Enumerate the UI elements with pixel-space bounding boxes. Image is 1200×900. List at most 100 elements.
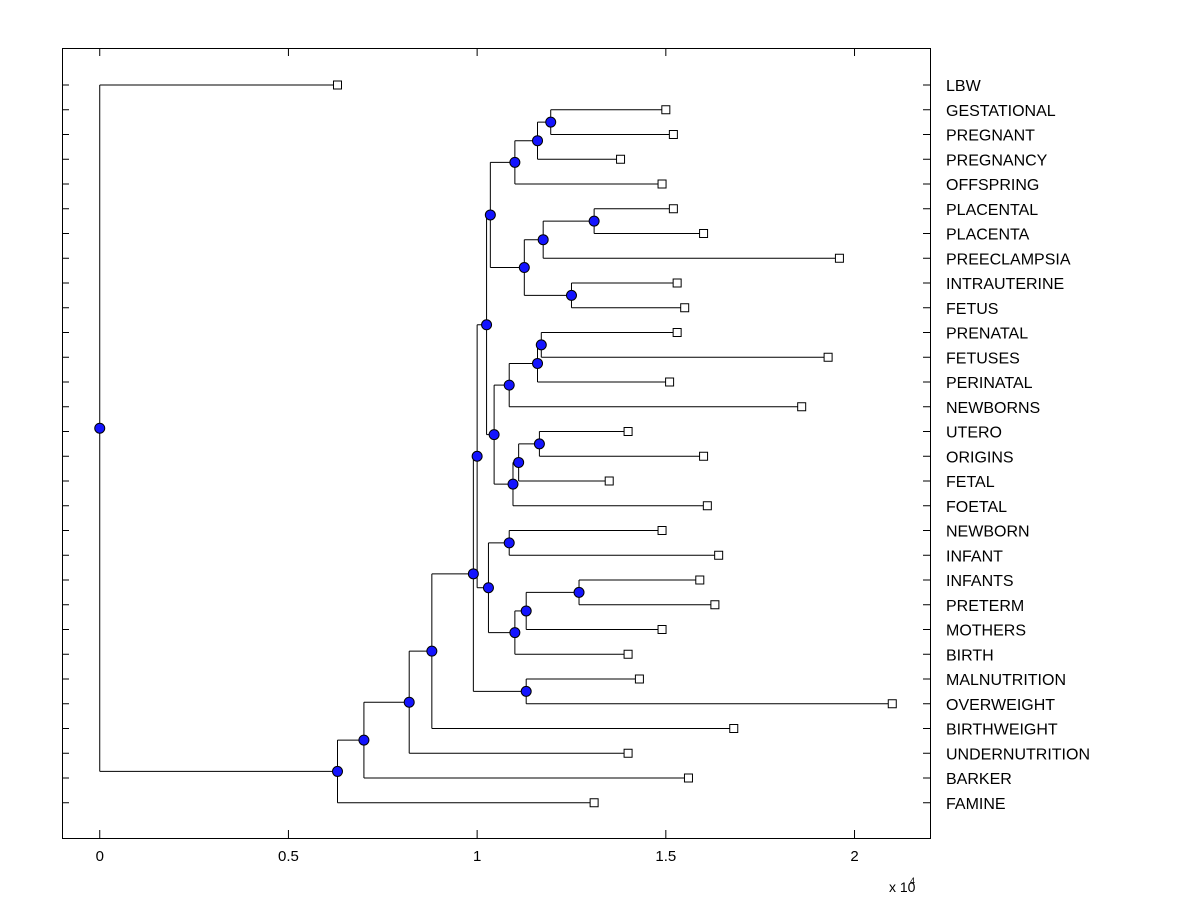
leaf-labels: LBW GESTATIONAL PREGNANT PREGNANCY OFFSPRING…: [946, 78, 1090, 813]
leaf-label: FOETAL: [946, 499, 1007, 516]
leaf-label: GESTATIONAL: [946, 103, 1056, 120]
merge-node: [484, 209, 496, 221]
leaf-marker: [680, 303, 690, 313]
leaf-marker: [729, 724, 739, 733]
leaf-label: FETUS: [946, 301, 998, 318]
leaf-marker: [616, 154, 626, 164]
merge-node: [471, 450, 483, 462]
merge-node: [358, 734, 370, 746]
merge-node: [518, 262, 530, 274]
leaf-label: PLACENTA: [946, 227, 1030, 244]
leaf-marker: [661, 105, 671, 115]
leaf-marker: [702, 501, 712, 511]
leaf-marker: [672, 278, 682, 288]
leaf-marker: [657, 526, 667, 535]
merge-node: [482, 582, 494, 594]
leaf-marker: [699, 229, 709, 238]
leaf-label: PREECLAMPSIA: [946, 251, 1071, 268]
leaf-marker: [699, 451, 709, 461]
x-axis-multiplier: x 10: [889, 879, 916, 895]
x-axis-multiplier-exponent: 4: [910, 876, 915, 886]
merge-node: [545, 116, 557, 128]
leaf-label: FAMINE: [946, 796, 1006, 813]
leaf-label: OFFSPRING: [946, 177, 1039, 194]
leaf-marker: [657, 179, 667, 189]
leaf-label: LBW: [946, 78, 982, 95]
merge-node: [509, 627, 521, 639]
leaf-marker: [668, 130, 678, 139]
leaf-label: INTRAUTERINE: [946, 276, 1064, 293]
node-markers: [94, 116, 600, 777]
leaf-label: INFANT: [946, 548, 1003, 565]
merge-node: [532, 357, 544, 369]
merge-node: [533, 438, 545, 450]
merge-node: [488, 429, 500, 441]
x-tick-labels: 0 0.5 1 1.5 2: [96, 848, 859, 865]
merge-node: [537, 234, 549, 246]
leaf-label: FETAL: [946, 474, 995, 491]
merge-node: [573, 586, 585, 598]
merge-node: [588, 215, 600, 227]
merge-node: [426, 645, 438, 657]
merge-node: [331, 765, 343, 777]
merge-node: [513, 456, 525, 468]
leaf-markers: [332, 80, 897, 808]
merge-node: [403, 696, 415, 708]
x-tick-label: 1: [473, 848, 481, 865]
leaf-label: NEWBORN: [946, 524, 1030, 541]
leaf-label: INFANTS: [946, 573, 1014, 590]
merge-node: [503, 537, 515, 549]
leaf-marker: [668, 204, 678, 214]
leaf-marker: [589, 798, 599, 808]
merge-node: [467, 568, 479, 580]
leaf-marker: [623, 748, 633, 758]
leaf-marker: [604, 476, 614, 486]
leaf-label: PLACENTAL: [946, 202, 1038, 219]
leaf-label: PREGNANT: [946, 128, 1035, 145]
plot-frame: [62, 48, 931, 839]
leaf-label: MALNUTRITION: [946, 672, 1066, 689]
leaf-marker: [834, 253, 844, 263]
x-tick-label: 0: [96, 848, 104, 865]
merge-node: [503, 379, 515, 391]
leaf-marker: [887, 699, 897, 709]
leaf-label: FETUSES: [946, 350, 1020, 367]
leaf-marker: [623, 427, 633, 436]
leaf-marker: [634, 674, 644, 684]
merge-node: [94, 422, 106, 434]
leaf-marker: [683, 773, 693, 783]
leaf-label: NEWBORNS: [946, 400, 1040, 417]
leaf-label: UNDERNUTRITION: [946, 746, 1090, 763]
leaf-label: PREGNANCY: [946, 152, 1048, 169]
merge-node: [535, 339, 547, 351]
leaf-label: BIRTH: [946, 647, 994, 664]
leaf-marker: [695, 575, 705, 585]
leaf-label: PRETERM: [946, 598, 1024, 615]
merge-node: [532, 135, 544, 147]
leaf-label: MOTHERS: [946, 623, 1026, 640]
leaf-marker: [665, 377, 675, 387]
x-tick-label: 0.5: [278, 848, 299, 865]
leaf-label: BIRTHWEIGHT: [946, 722, 1058, 739]
leaf-label: ORIGINS: [946, 449, 1014, 466]
x-tick-label: 1.5: [655, 848, 676, 865]
x-tick-label: 2: [850, 848, 858, 865]
merge-node: [509, 156, 521, 168]
merge-node: [520, 685, 532, 697]
leaf-marker: [672, 328, 682, 337]
merge-node: [507, 478, 519, 490]
leaf-marker: [823, 352, 833, 362]
leaf-marker: [332, 80, 342, 90]
leaf-label: BARKER: [946, 771, 1012, 788]
leaf-marker: [657, 625, 667, 634]
leaf-label: PERINATAL: [946, 375, 1033, 392]
leaf-marker: [623, 649, 633, 659]
merge-node: [520, 605, 532, 617]
axis-ticks: [62, 48, 930, 838]
leaf-label: PRENATAL: [946, 326, 1028, 343]
leaf-marker: [714, 550, 724, 560]
merge-node: [565, 289, 577, 301]
leaf-marker: [710, 600, 720, 610]
